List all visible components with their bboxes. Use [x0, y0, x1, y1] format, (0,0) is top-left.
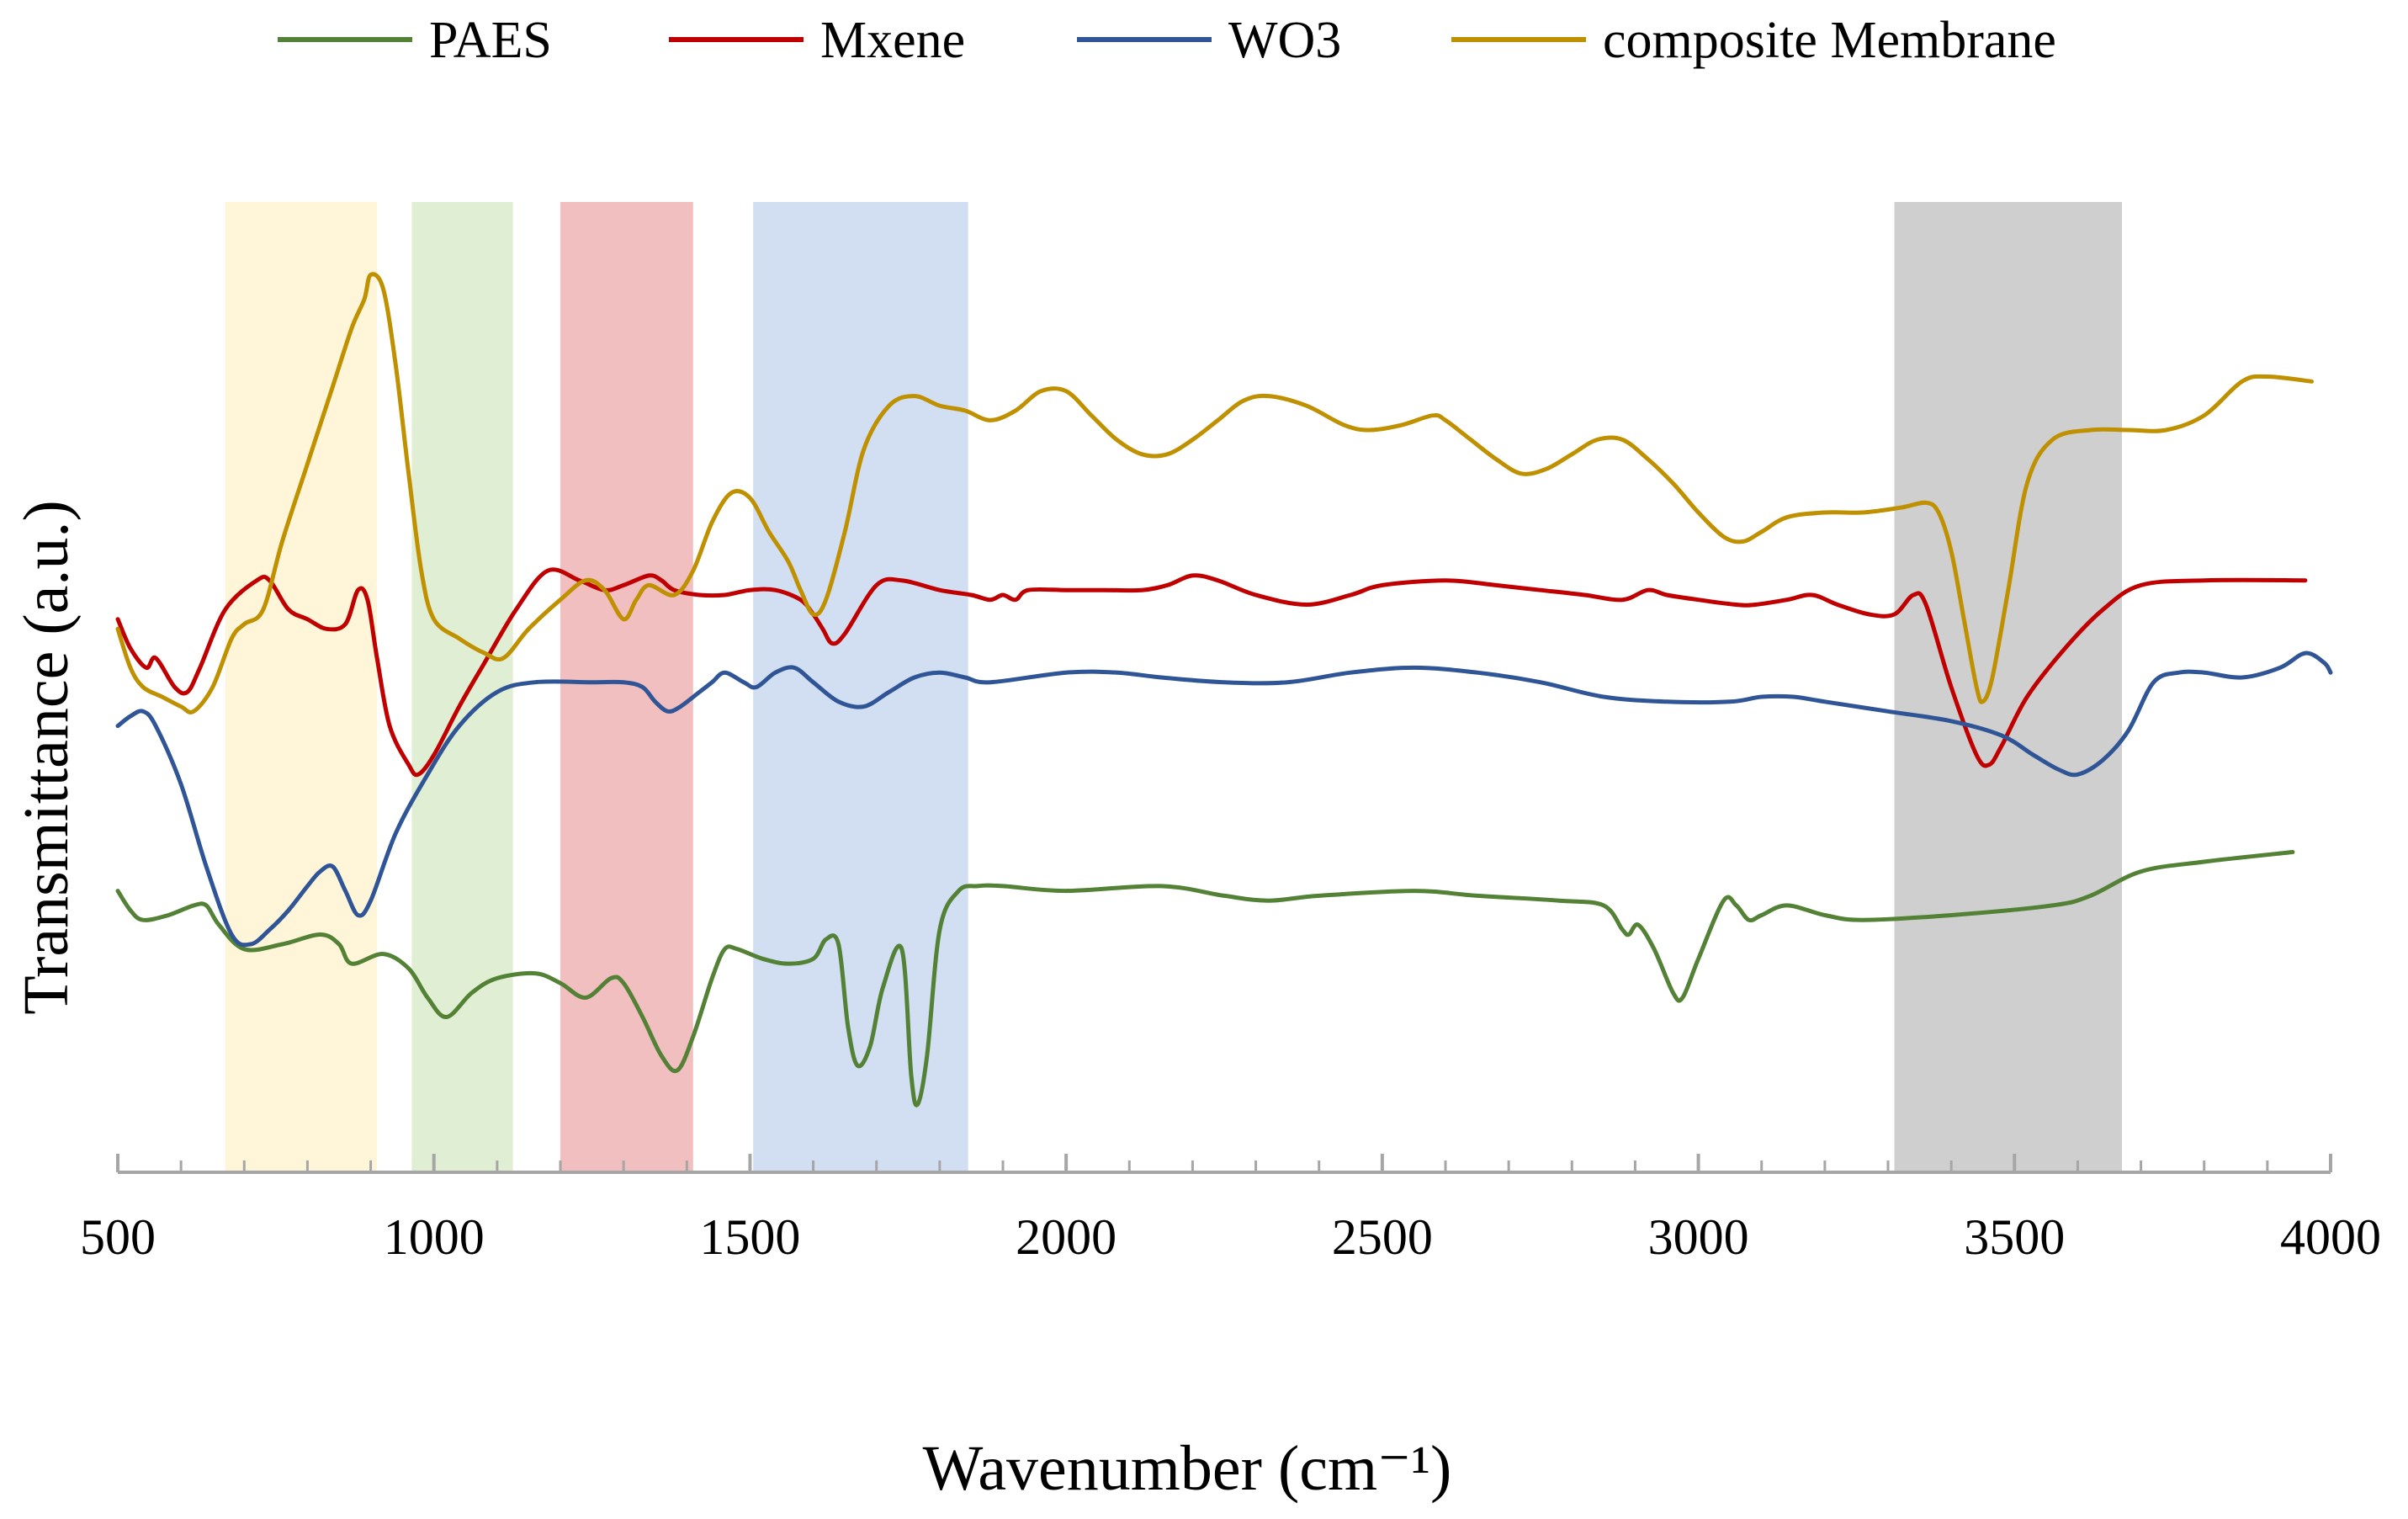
x-tick-label: 1000	[384, 1209, 485, 1265]
series-line-mxene	[115, 567, 2308, 778]
legend-label-composite-membrane: composite Membrane	[1603, 12, 2056, 69]
x-axis: 500 1000 1500 2000 2500 3000 3500 4000	[80, 1154, 2381, 1265]
legend-label-mxene: Mxene	[820, 12, 965, 69]
x-axis-ticks	[116, 1154, 2332, 1172]
x-tick-label: 500	[80, 1209, 156, 1265]
highlight-band-2	[411, 202, 513, 1172]
series-lines	[115, 272, 2333, 1107]
series-line-composite-membrane	[115, 272, 2314, 714]
x-tick-label: 4000	[2280, 1209, 2381, 1265]
legend: PAES Mxene WO3 composite Membrane	[278, 12, 2056, 69]
highlight-band-5	[1894, 202, 2123, 1172]
highlight-bands	[225, 202, 2123, 1172]
series-line-wo3	[115, 651, 2333, 948]
x-axis-title: Wavenumber (cm⁻¹)	[923, 1433, 1452, 1504]
highlight-band-4	[753, 202, 968, 1172]
x-tick-label: 2000	[1016, 1209, 1116, 1265]
y-axis-title: Transmittance (a.u.)	[11, 500, 82, 1014]
legend-label-wo3: WO3	[1228, 12, 1341, 69]
x-tick-label: 3500	[1964, 1209, 2065, 1265]
legend-label-paes: PAES	[429, 12, 552, 69]
highlight-band-3	[560, 202, 693, 1172]
highlight-band-1	[225, 202, 378, 1172]
series-line-paes	[115, 850, 2295, 1107]
x-axis-tick-labels: 500 1000 1500 2000 2500 3000 3500 4000	[80, 1209, 2381, 1265]
x-tick-label: 1500	[699, 1209, 800, 1265]
x-tick-label: 3000	[1648, 1209, 1749, 1265]
x-tick-label: 2500	[1332, 1209, 1433, 1265]
